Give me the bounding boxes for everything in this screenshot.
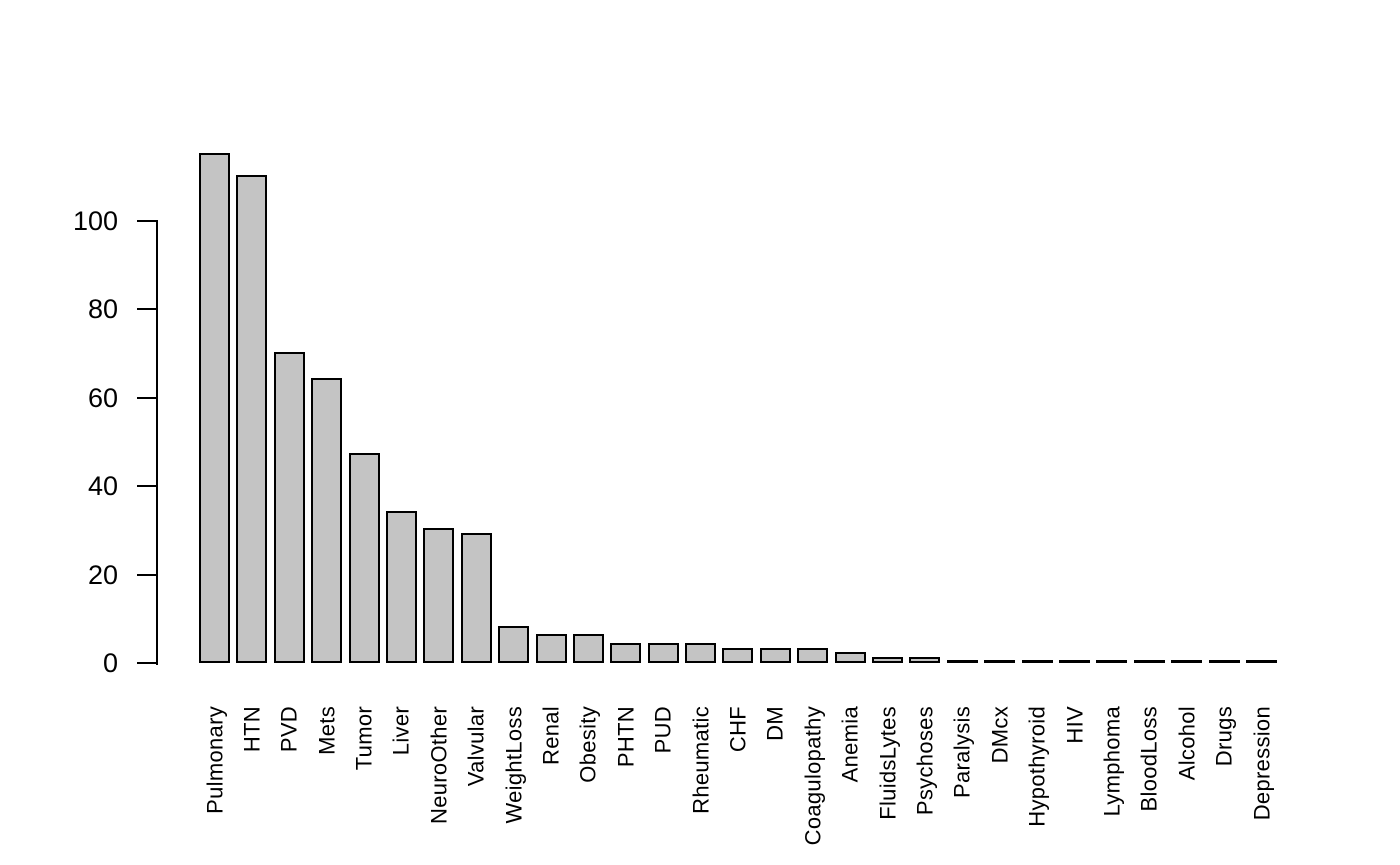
x-tick-label-dm: DM <box>762 706 788 741</box>
x-tick-label-tumor: Tumor <box>351 706 377 771</box>
y-tick-label-100: 100 <box>72 206 118 236</box>
bar-coagulopathy <box>797 648 829 663</box>
x-tick-label-phtn: PHTN <box>613 706 639 768</box>
x-tick-label-bloodloss: BloodLoss <box>1136 706 1162 812</box>
x-axis-labels: Pulmonary HTN PVD Mets Tumor Liver NeuroOther V… <box>199 706 1277 865</box>
bar-chf <box>722 648 754 663</box>
y-tick-80 <box>137 308 157 311</box>
y-tick-20 <box>137 573 157 576</box>
bar-liver <box>385 511 417 663</box>
y-axis <box>156 220 158 665</box>
x-tick-label-obesity: Obesity <box>575 706 601 783</box>
x-tick-label-htn: HTN <box>239 706 265 753</box>
x-tick-label-paralysis: Paralysis <box>949 706 975 798</box>
x-tick-label-chf: CHF <box>725 706 751 753</box>
bar-weightloss <box>498 626 530 663</box>
bar-hypothyroid <box>1021 660 1053 663</box>
y-tick-label-20: 20 <box>87 559 118 590</box>
y-tick-label-0: 0 <box>102 648 118 678</box>
y-tick-60 <box>137 396 157 399</box>
bar-neuroother <box>423 528 455 663</box>
bar-paralysis <box>946 660 978 663</box>
bar-bloodloss <box>1133 660 1165 663</box>
x-tick-label-depression: Depression <box>1248 706 1274 821</box>
y-tick-100 <box>137 220 157 222</box>
x-tick-label-weightloss: WeightLoss <box>500 706 526 824</box>
y-tick-0 <box>137 662 157 664</box>
y-tick-label-80: 80 <box>87 294 118 325</box>
plot-area <box>199 0 1277 663</box>
x-tick-label-psychoses: Psychoses <box>912 706 938 816</box>
bar-pulmonary <box>199 153 230 663</box>
x-tick-label-pud: PUD <box>650 706 676 754</box>
x-tick-label-neuroother: NeuroOther <box>426 706 452 824</box>
bar-tumor <box>348 453 380 663</box>
bar-phtn <box>610 643 642 663</box>
y-tick-label-60: 60 <box>87 382 118 413</box>
x-tick-label-hiv: HIV <box>1061 706 1087 744</box>
bar-hiv <box>1058 660 1090 663</box>
x-tick-label-dmcx: DMcx <box>987 706 1013 764</box>
bar-drugs <box>1208 660 1240 663</box>
x-tick-label-hypothyroid: Hypothyroid <box>1024 706 1050 827</box>
bar-renal <box>535 634 567 663</box>
x-tick-label-rheumatic: Rheumatic <box>687 706 713 814</box>
bar-obesity <box>572 634 604 663</box>
x-tick-label-mets: Mets <box>314 706 340 755</box>
bar-mets <box>311 378 343 663</box>
y-tick-label-40: 40 <box>87 471 118 502</box>
bar-psychoses <box>909 657 941 663</box>
bar-depression <box>1245 660 1277 663</box>
bar-anemia <box>834 652 866 663</box>
x-tick-label-drugs: Drugs <box>1211 706 1237 767</box>
x-tick-label-lymphoma: Lymphoma <box>1099 706 1125 817</box>
bar-alcohol <box>1171 660 1203 663</box>
x-tick-label-fluidslytes: FluidsLytes <box>874 706 900 820</box>
x-tick-label-pulmonary: Pulmonary <box>201 706 227 814</box>
bar-dm <box>759 648 791 663</box>
bar-valvular <box>460 533 492 663</box>
x-tick-label-alcohol: Alcohol <box>1174 706 1200 781</box>
y-tick-40 <box>137 485 157 488</box>
bar-lymphoma <box>1096 660 1128 663</box>
x-tick-label-pvd: PVD <box>276 706 302 753</box>
bar-rheumatic <box>685 643 717 663</box>
bar-pud <box>647 643 679 663</box>
x-tick-label-coagulopathy: Coagulopathy <box>800 706 826 846</box>
x-tick-label-anemia: Anemia <box>837 706 863 783</box>
bar-pvd <box>273 352 305 663</box>
bar-htn <box>236 175 268 663</box>
bar-dmcx <box>984 660 1016 663</box>
x-tick-label-valvular: Valvular <box>463 706 489 787</box>
x-tick-label-renal: Renal <box>538 706 564 765</box>
bar-fluidslytes <box>872 657 904 663</box>
x-tick-label-liver: Liver <box>388 706 414 756</box>
